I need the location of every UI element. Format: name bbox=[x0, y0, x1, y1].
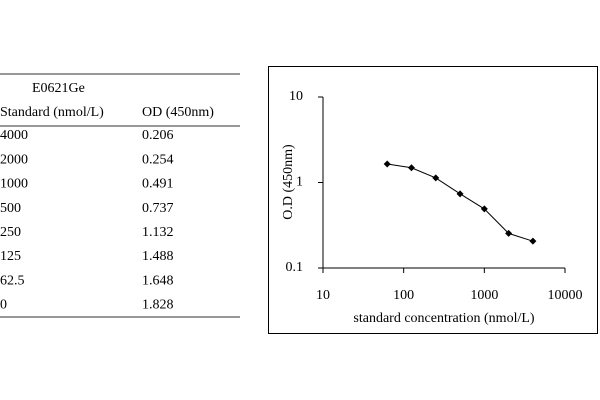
table-cell: 0.491 bbox=[142, 177, 174, 192]
chart-frame bbox=[268, 66, 598, 334]
x-axis-label: standard concentration (nmol/L) bbox=[353, 311, 534, 326]
data-point bbox=[383, 160, 391, 168]
y-tick-label: 10 bbox=[289, 89, 303, 104]
table-cell: 4000 bbox=[0, 128, 28, 143]
data-point bbox=[432, 174, 440, 182]
table-cell: 500 bbox=[0, 201, 21, 216]
data-point bbox=[480, 205, 488, 213]
table-cell: 1.648 bbox=[142, 273, 174, 288]
x-tick-label: 10000 bbox=[548, 288, 583, 303]
data-table: E0621Ge Standard (nmol/L) OD (450nm) bbox=[0, 73, 240, 318]
table-cell: 1000 bbox=[0, 177, 28, 192]
table-cell: 2000 bbox=[0, 152, 28, 167]
data-point bbox=[529, 237, 537, 245]
y-tick-label: 0.1 bbox=[286, 260, 304, 275]
table-cell: 0.254 bbox=[142, 152, 174, 167]
x-tick-label: 100 bbox=[393, 288, 414, 303]
y-tick-label: 1 bbox=[296, 175, 303, 190]
table-cell: 0.737 bbox=[142, 201, 174, 216]
table-cell: 1.828 bbox=[142, 298, 174, 313]
table-header: Standard (nmol/L) bbox=[0, 105, 104, 120]
table-cell: 1.132 bbox=[142, 225, 174, 240]
table-cell: 1.488 bbox=[142, 249, 174, 264]
curve bbox=[387, 163, 534, 242]
table-cell: 250 bbox=[0, 225, 21, 240]
data-point bbox=[407, 164, 415, 172]
data-point bbox=[456, 190, 464, 198]
x-tick-label: 10 bbox=[316, 288, 330, 303]
x-tick-label: 1000 bbox=[470, 288, 498, 303]
table-title: E0621Ge bbox=[32, 81, 85, 96]
table-cell: 0 bbox=[0, 298, 7, 313]
y-axis-label: O.D (450nm) bbox=[281, 144, 296, 220]
table-header: OD (450nm) bbox=[142, 105, 214, 120]
data-point bbox=[505, 229, 513, 237]
table-cell: 0.206 bbox=[142, 128, 174, 143]
table-cell: 62.5 bbox=[0, 273, 25, 288]
table-cell: 125 bbox=[0, 249, 21, 264]
